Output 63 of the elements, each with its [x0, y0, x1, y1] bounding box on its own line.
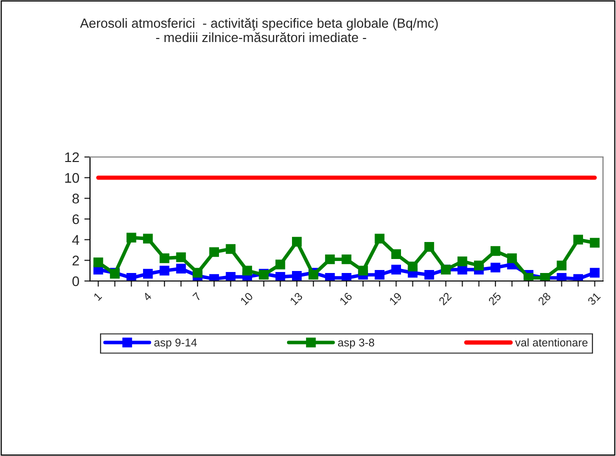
point — [192, 268, 202, 278]
point — [358, 266, 368, 276]
y-tick-label: 4 — [72, 235, 80, 245]
x-tick-label: 19 — [388, 292, 402, 306]
x-tick-label: 1 — [93, 292, 102, 301]
point — [126, 232, 136, 242]
point — [160, 266, 170, 276]
point — [176, 252, 186, 262]
point — [490, 262, 500, 272]
y-tick-label: 8 — [72, 194, 79, 204]
x-tick-label: 31 — [587, 292, 601, 306]
point — [524, 273, 534, 281]
legend-label: asp 3-8 — [338, 338, 374, 349]
point — [391, 264, 402, 274]
point — [374, 270, 384, 280]
point — [342, 254, 352, 264]
legend-label: asp 9-14 — [154, 338, 197, 349]
point — [556, 260, 566, 270]
point — [490, 246, 500, 256]
point — [424, 242, 434, 252]
point — [275, 272, 286, 281]
point — [275, 260, 286, 270]
x-tick-label: 7 — [192, 292, 202, 302]
point — [325, 254, 335, 264]
x-tick-label: 16 — [339, 292, 353, 306]
x-tick-label: 13 — [290, 292, 303, 306]
point — [342, 273, 352, 281]
point — [408, 262, 418, 272]
point — [143, 234, 153, 244]
legend-label: val atentionare — [515, 338, 588, 346]
point — [391, 249, 402, 259]
point — [573, 234, 584, 245]
x-tick-label: 4 — [142, 292, 152, 302]
point — [457, 256, 468, 266]
x-tick-label: 28 — [538, 292, 552, 306]
y-tick-label: 6 — [72, 214, 79, 224]
point — [507, 253, 517, 264]
x-tick-label: 25 — [488, 292, 502, 306]
point — [226, 244, 236, 254]
point — [292, 270, 302, 281]
point — [325, 273, 335, 281]
y-tick-label: 10 — [65, 173, 80, 183]
point — [424, 270, 434, 280]
point — [226, 272, 236, 281]
point — [292, 236, 302, 247]
point — [242, 266, 252, 276]
point — [93, 258, 104, 268]
point — [209, 247, 219, 257]
y-tick-label: 12 — [65, 152, 79, 162]
point — [160, 253, 170, 264]
x-tick-label: 10 — [240, 292, 254, 306]
point — [374, 234, 384, 244]
point — [474, 260, 484, 270]
point — [143, 268, 153, 279]
point — [556, 273, 566, 281]
point — [590, 238, 600, 248]
point — [590, 268, 600, 278]
point — [126, 273, 136, 281]
y-tick-label: 2 — [72, 256, 79, 266]
x-tick-label: 22 — [438, 292, 452, 306]
chart-title: Aerosoli atmosferici - activităţi specifice beta globale (Bq/mc) - mediii zilnice-măsurători imediate - — [80, 18, 438, 42]
y-tick-label: 0 — [72, 276, 80, 286]
point — [176, 264, 186, 274]
